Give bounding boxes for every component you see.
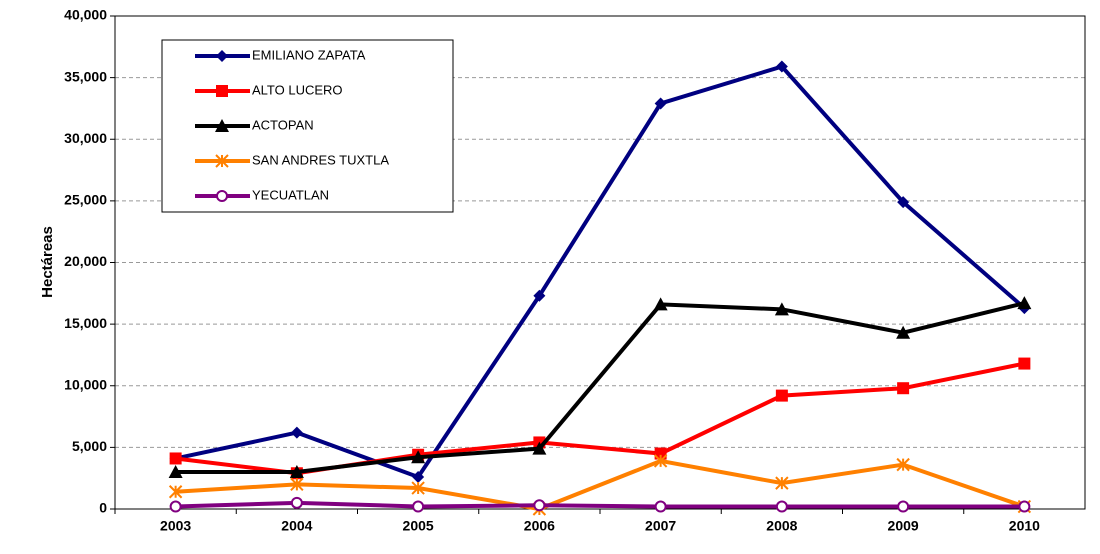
marker [216,50,228,62]
series-line [175,64,1026,480]
series [168,454,1032,516]
y-tick-label: 35,000 [64,68,107,84]
marker [216,190,228,202]
y-axis-label: Hectáreas [39,226,56,298]
y-tick-label: 15,000 [64,315,107,331]
marker [654,97,667,110]
marker [654,500,667,513]
marker [169,452,182,465]
series-line [175,458,1026,512]
legend-label: ACTOPAN [252,117,314,132]
y-tick-label: 20,000 [64,253,107,269]
x-tick-label: 2005 [403,518,434,534]
marker [896,457,910,472]
marker [775,389,788,402]
marker [775,60,788,73]
marker [290,496,303,509]
x-tick-label: 2003 [160,518,191,534]
y-tick-label: 10,000 [64,376,107,392]
y-tick-label: 25,000 [64,192,107,208]
marker [897,382,910,395]
marker [896,325,911,339]
marker [290,477,304,492]
marker [1018,500,1031,513]
marker [168,485,183,499]
marker [411,481,425,495]
x-tick-label: 2009 [888,518,919,534]
legend-label: ALTO LUCERO [252,82,343,97]
series-line [175,500,1025,509]
legend-label: SAN ANDRES TUXTLA [252,152,389,167]
marker [1017,296,1032,310]
series-line [175,301,1025,475]
series [169,496,1031,513]
marker [215,119,229,132]
series [169,60,1031,483]
marker [411,450,426,464]
legend: EMILIANO ZAPATA ALTO LUCERO ACTOPAN SAN AND… [161,39,454,213]
x-tick-label: 2006 [524,518,555,534]
x-tick-label: 2008 [766,518,797,534]
marker [774,302,789,316]
marker [168,465,183,479]
y-tick-label: 30,000 [64,130,107,146]
marker [533,289,546,302]
marker [412,470,425,483]
y-tick-label: 5,000 [72,438,107,454]
marker [533,499,546,512]
marker [653,297,668,311]
marker [775,500,788,513]
x-tick-label: 2007 [645,518,676,534]
marker [775,476,789,490]
marker [897,196,910,209]
y-tick-label: 0 [99,500,107,516]
marker [289,465,304,479]
marker [215,154,229,168]
marker [1018,357,1031,370]
y-tick-label: 40,000 [64,7,107,23]
marker [532,441,547,455]
legend-label: EMILIANO ZAPATA [252,47,366,62]
marker [216,85,228,97]
marker [290,426,303,439]
series [168,296,1032,479]
marker [653,454,668,468]
x-tick-label: 2010 [1009,518,1040,534]
x-tick-label: 2004 [281,518,312,534]
marker [897,500,910,513]
marker [169,500,182,513]
legend-label: YECUATLAN [252,187,329,202]
marker [412,500,425,513]
